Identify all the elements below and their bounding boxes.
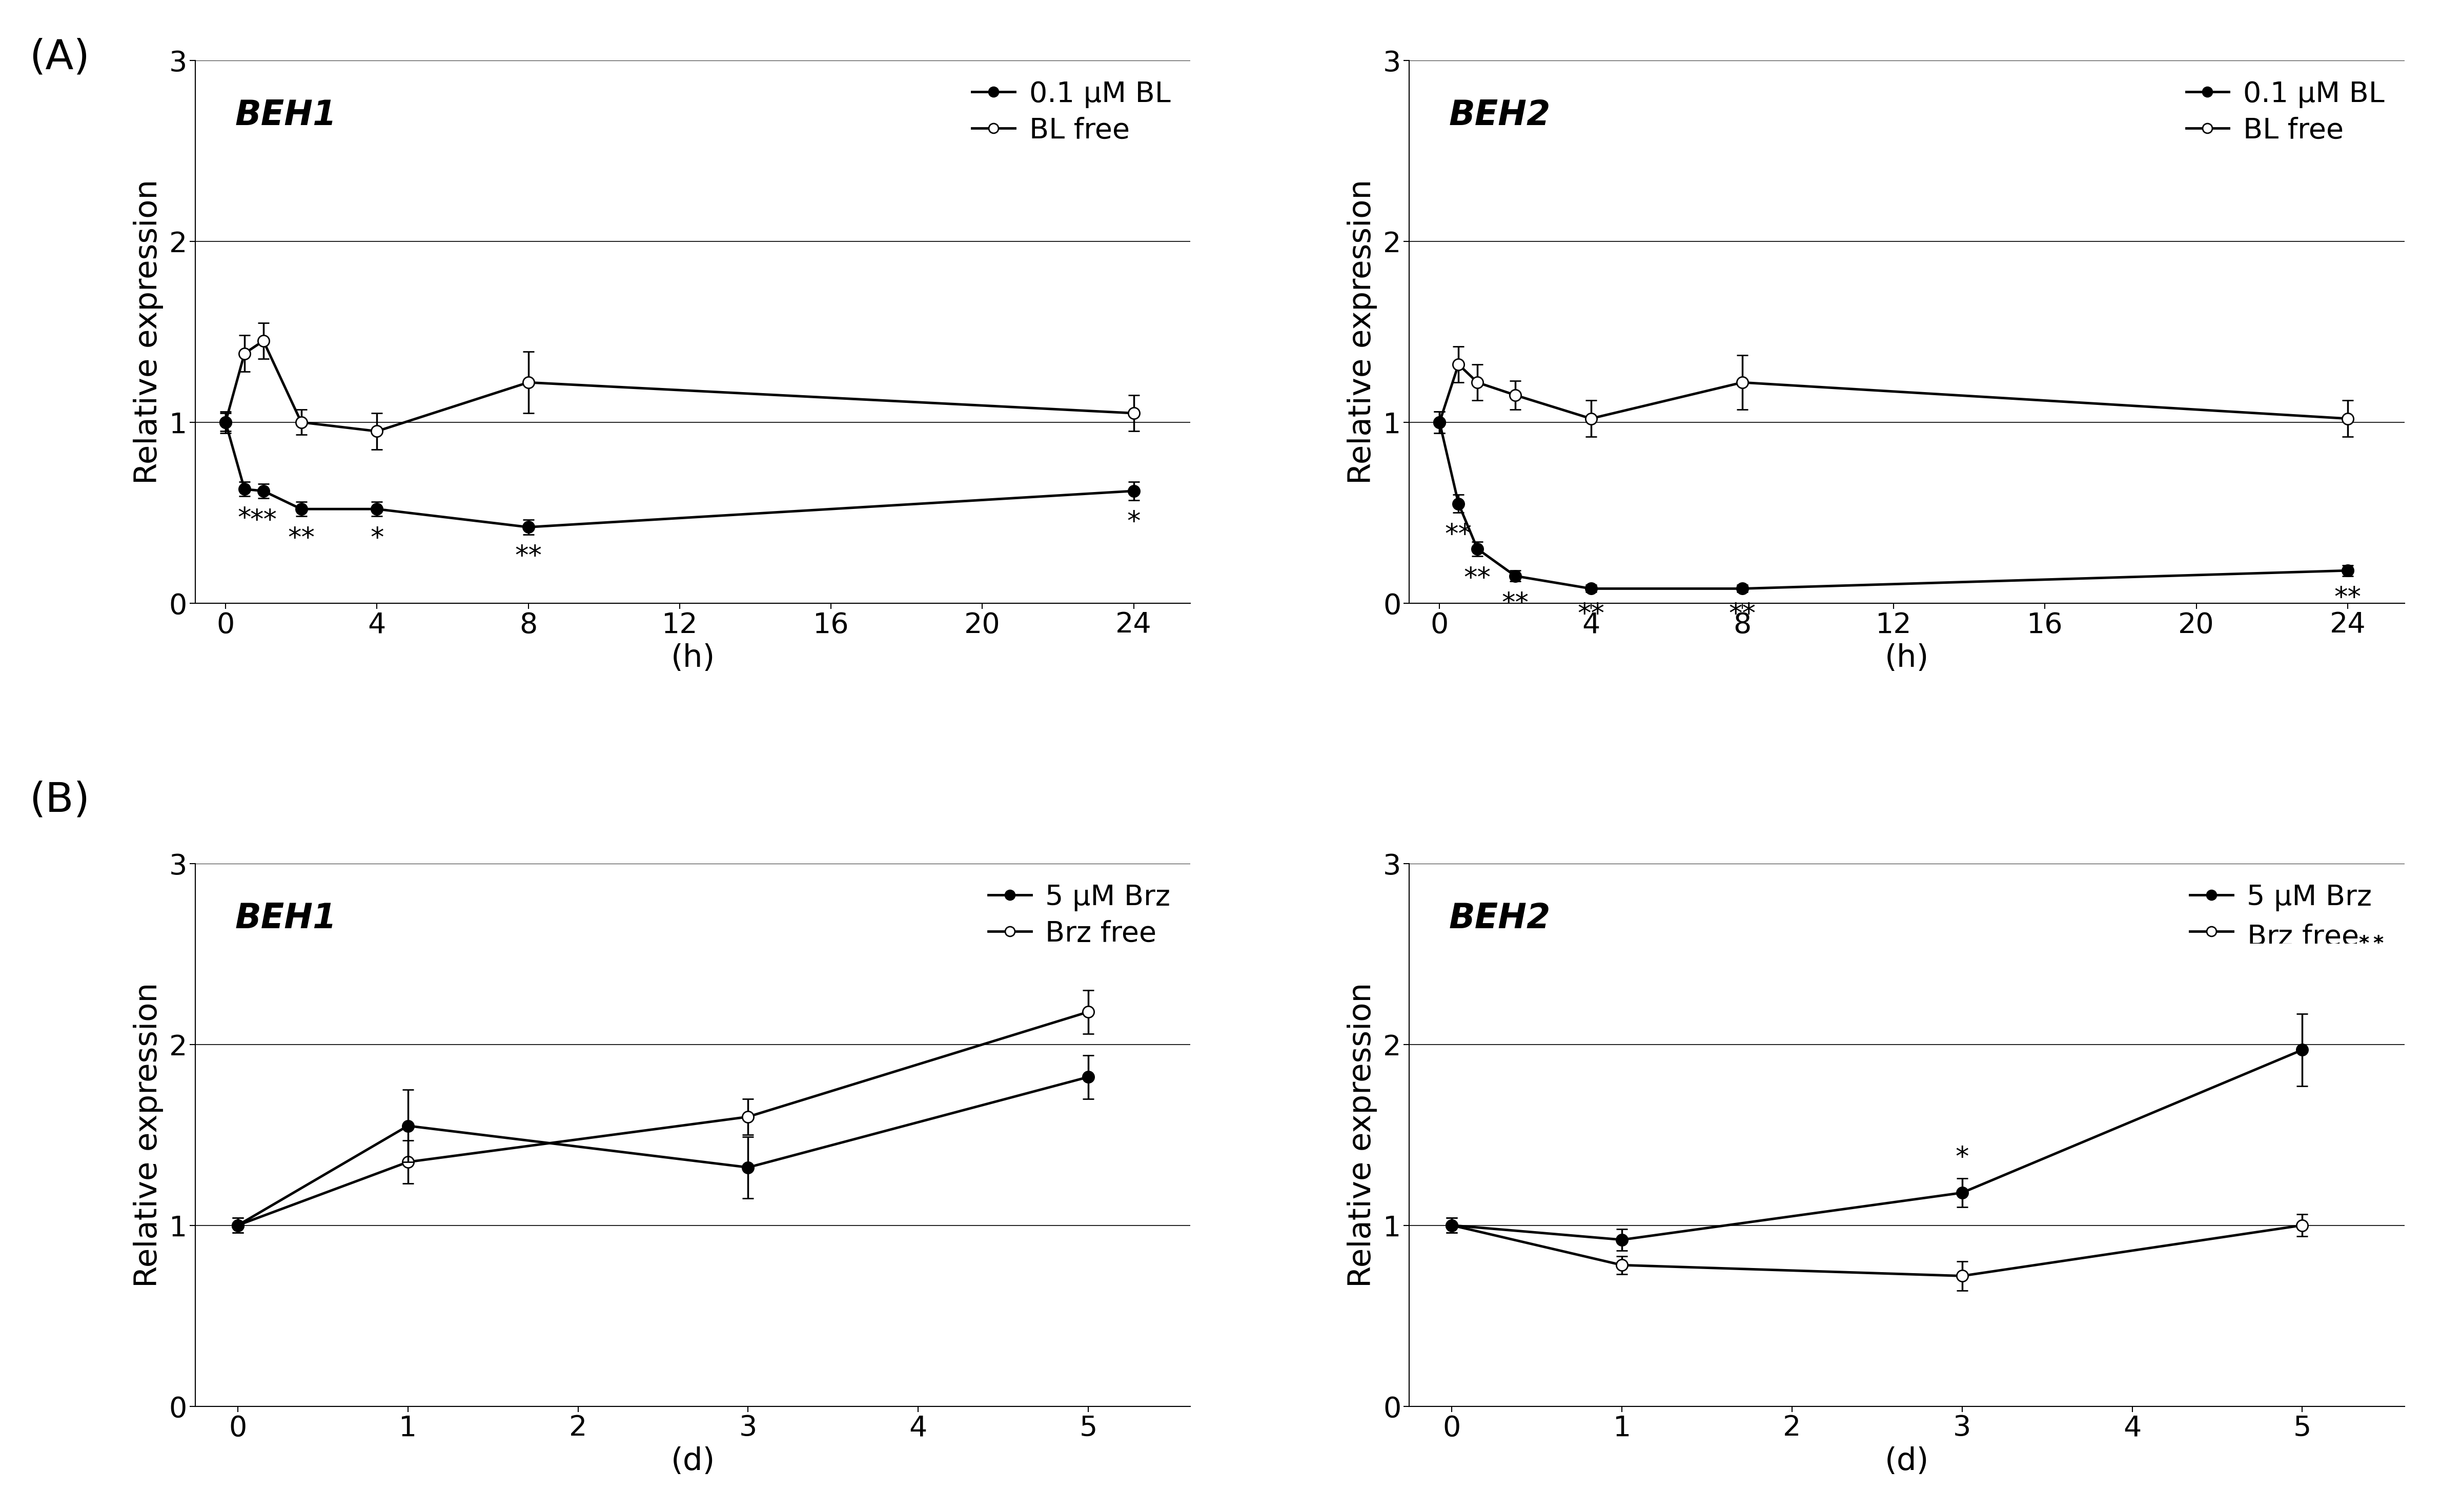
Text: **: ** (1465, 565, 1491, 591)
Text: (A): (A) (29, 38, 90, 77)
Text: **: ** (249, 507, 276, 534)
Text: BEH1: BEH1 (234, 98, 337, 132)
Text: **: ** (1445, 522, 1472, 549)
Text: BEH2: BEH2 (1450, 901, 1550, 936)
Text: *: * (237, 505, 251, 532)
Text: BEH1: BEH1 (234, 901, 337, 936)
Text: **: ** (1501, 590, 1528, 617)
Text: **: ** (1728, 602, 1755, 627)
Text: **: ** (2334, 585, 2360, 612)
Text: **: ** (288, 525, 315, 552)
Text: **: ** (515, 543, 542, 570)
Y-axis label: Relative expression: Relative expression (132, 180, 164, 484)
Text: *: * (371, 525, 383, 552)
X-axis label: (d): (d) (1884, 1447, 1928, 1477)
X-axis label: (h): (h) (1884, 643, 1928, 673)
Y-axis label: Relative expression: Relative expression (132, 983, 164, 1287)
Text: *: * (1955, 1145, 1970, 1170)
Text: **: ** (1577, 602, 1604, 627)
X-axis label: (d): (d) (671, 1447, 715, 1477)
Legend: 5 μM Brz, Brz free$_{\mathbf{**}}$: 5 μM Brz, Brz free$_{\mathbf{**}}$ (2180, 872, 2397, 959)
X-axis label: (h): (h) (671, 643, 715, 673)
Y-axis label: Relative expression: Relative expression (1347, 983, 1377, 1287)
Text: BEH2: BEH2 (1450, 98, 1550, 132)
Text: *: * (1128, 510, 1140, 535)
Y-axis label: Relative expression: Relative expression (1347, 180, 1377, 484)
Legend: 5 μM Brz, Brz free: 5 μM Brz, Brz free (976, 872, 1181, 959)
Legend: 0.1 μM BL, BL free: 0.1 μM BL, BL free (2175, 70, 2397, 156)
Text: (B): (B) (29, 780, 90, 821)
Legend: 0.1 μM BL, BL free: 0.1 μM BL, BL free (962, 70, 1181, 156)
